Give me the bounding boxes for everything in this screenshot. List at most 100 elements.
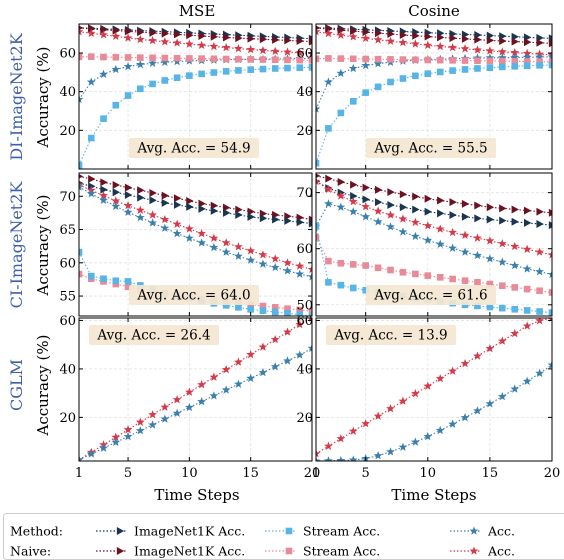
data-point-method_stream	[374, 83, 382, 91]
data-point-naive_acc	[510, 241, 520, 251]
data-point-method_acc	[386, 447, 395, 456]
data-point-naive_acc	[423, 381, 433, 390]
data-point-naive_stream	[399, 56, 407, 63]
data-point-naive_acc	[160, 402, 170, 411]
data-point-naive_imagenet	[161, 191, 170, 200]
data-point-method_acc	[473, 250, 482, 260]
y-tick-label: 55	[59, 290, 76, 305]
data-point-method_imagenet	[412, 205, 420, 214]
data-point-method_acc	[373, 217, 383, 226]
data-point-method_imagenet	[486, 215, 495, 224]
data-point-method_stream	[235, 304, 242, 311]
avg-acc-box	[129, 285, 259, 305]
avg-acc-label: Avg. Acc. = 26.4	[96, 328, 210, 344]
series-line-method_acc	[316, 203, 552, 276]
data-point-method_acc	[448, 243, 458, 252]
data-point-method_imagenet	[399, 203, 408, 212]
data-point-method_stream	[362, 89, 369, 96]
data-point-naive_imagenet	[337, 26, 346, 35]
data-point-method_imagenet	[350, 192, 358, 200]
data-point-naive_imagenet	[461, 199, 470, 208]
data-point-method_stream	[412, 72, 419, 80]
data-point-method_acc	[123, 207, 133, 216]
data-point-naive_imagenet	[474, 35, 482, 44]
data-point-method_stream	[284, 310, 291, 316]
data-point-method_imagenet	[186, 202, 194, 211]
data-point-naive_imagenet	[399, 31, 408, 40]
avg-acc-box	[326, 325, 456, 345]
data-point-naive_acc	[348, 32, 358, 41]
data-point-naive_stream	[387, 56, 394, 63]
data-point-naive_stream	[474, 57, 481, 65]
data-point-naive_stream	[374, 55, 382, 63]
data-point-method_acc	[448, 419, 458, 428]
data-point-naive_imagenet	[100, 25, 108, 34]
avg-acc-label: Avg. Acc. = 13.9	[333, 328, 447, 344]
data-point-naive_stream	[499, 282, 506, 290]
data-point-naive_acc	[307, 264, 312, 274]
data-point-method_acc	[473, 406, 482, 415]
data-point-method_imagenet	[235, 210, 243, 219]
data-point-naive_acc	[547, 250, 552, 259]
y-tick-label: 60	[59, 314, 76, 329]
data-point-method_stream	[247, 66, 254, 73]
data-point-naive_imagenet	[536, 38, 544, 47]
data-point-method_stream	[87, 134, 95, 142]
data-point-naive_acc	[316, 27, 321, 36]
data-point-naive_acc	[386, 36, 395, 45]
data-point-naive_imagenet	[424, 194, 432, 203]
data-point-method_acc	[348, 63, 358, 73]
data-point-naive_stream	[79, 53, 83, 61]
data-point-method_acc	[148, 218, 157, 227]
legend-group-label: Method:	[10, 524, 63, 539]
data-point-method_stream	[523, 307, 531, 314]
data-point-naive_acc	[184, 387, 194, 396]
data-point-method_acc	[258, 367, 268, 377]
data-point-method_acc	[336, 68, 346, 78]
data-point-method_stream	[536, 62, 543, 69]
y-tick-label: 20	[296, 124, 313, 139]
data-point-naive_imagenet	[198, 31, 206, 40]
data-point-method_imagenet	[362, 195, 370, 204]
data-point-method_acc	[86, 77, 96, 86]
data-point-naive_imagenet	[511, 205, 519, 214]
data-point-naive_imagenet	[173, 194, 182, 203]
y-axis-label-row3: Accuracy (%)	[34, 334, 52, 436]
data-point-naive_acc	[460, 230, 470, 239]
data-point-naive_acc	[410, 217, 420, 227]
data-point-naive_acc	[209, 372, 219, 381]
data-point-naive_stream	[308, 57, 312, 64]
legend-entry-method_imagenet: ImageNet1K Acc.	[134, 524, 245, 539]
data-point-naive_stream	[284, 56, 291, 64]
data-point-naive_acc	[336, 30, 346, 39]
data-point-method_acc	[79, 455, 84, 461]
data-point-method_acc	[111, 201, 121, 210]
data-point-naive_stream	[474, 279, 481, 286]
data-point-naive_stream	[412, 270, 419, 278]
y-tick-label: 60	[59, 256, 76, 271]
data-point-method_acc	[111, 437, 121, 447]
data-point-method_acc	[410, 437, 420, 446]
data-point-method_imagenet	[223, 208, 231, 217]
data-point-naive_stream	[112, 280, 120, 288]
data-point-naive_acc	[435, 373, 445, 383]
data-point-method_stream	[325, 125, 332, 132]
series-group	[316, 24, 552, 167]
data-point-method_imagenet	[536, 220, 544, 229]
data-point-naive_imagenet	[449, 34, 457, 43]
y-tick-label: 60	[296, 47, 313, 62]
row-label-di-imagenet2k: DI-ImageNet2K	[7, 32, 26, 160]
data-point-method_acc	[398, 442, 408, 451]
data-point-method_acc	[172, 228, 182, 238]
row-label-cglm: CGLM	[7, 359, 26, 411]
data-point-naive_stream	[486, 57, 494, 65]
data-point-naive_acc	[348, 426, 358, 435]
legend-frame	[3, 513, 564, 560]
data-point-method_acc	[221, 385, 231, 394]
data-point-method_acc	[307, 272, 312, 281]
data-point-method_acc	[99, 69, 108, 78]
data-point-naive_imagenet	[100, 178, 108, 187]
panel-4: 50 60 70 Avg. Acc. = 61.6	[296, 172, 553, 317]
data-point-naive_imagenet	[387, 30, 395, 39]
